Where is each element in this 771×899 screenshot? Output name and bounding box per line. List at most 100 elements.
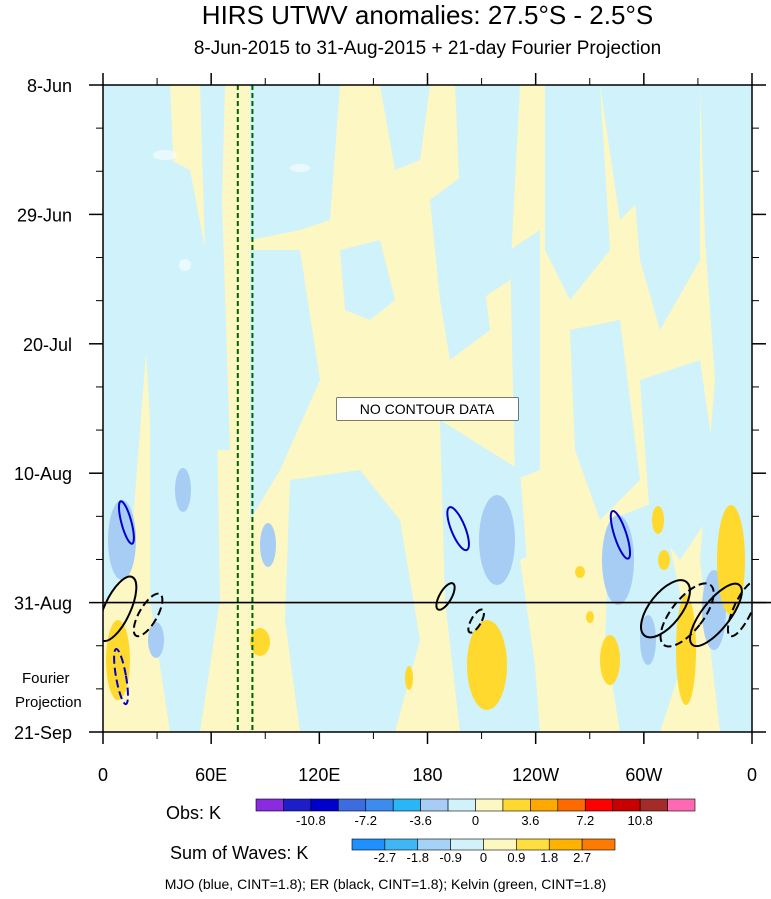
mjo-contour (117, 500, 135, 545)
y-tick-label: 31-Aug (14, 594, 72, 614)
obs-colorbar-swatch (447, 798, 476, 812)
obs-colorbar-swatch (255, 798, 284, 812)
moderate-negative-anomaly (260, 523, 276, 567)
obs-colorbar-swatch (639, 798, 668, 812)
negative-anomaly-region (150, 150, 220, 732)
obs-colorbar-tick-label: -7.2 (355, 813, 377, 828)
sum-colorbar-swatch (351, 838, 386, 851)
positive-anomaly-region (362, 420, 390, 480)
negative-anomaly-region (510, 230, 540, 480)
moderate-negative-anomaly (479, 495, 515, 585)
obs-colorbar-tick-label: -3.6 (409, 813, 431, 828)
moderate-negative-anomaly (148, 622, 164, 658)
obs-colorbar-swatch (420, 798, 449, 812)
sum-colorbar-swatch (581, 838, 616, 851)
moderate-negative-anomaly (640, 615, 656, 665)
er-contour (689, 582, 743, 648)
negative-anomaly-region (545, 85, 610, 300)
positive-anomaly-blob (405, 666, 413, 690)
moderate-negative-anomaly (175, 468, 191, 512)
positive-anomaly-blob (586, 611, 594, 623)
chart-subtitle: 8-Jun-2015 to 31-Aug-2015 + 21-day Fouri… (193, 38, 662, 59)
x-tick-label: 180 (412, 765, 442, 785)
colorbars: -10.8 -7.2 -3.6 0 3.6 7.2 10.8 -2.7 -1.8 -0.9 0 0.9… (255, 798, 696, 865)
chart-title: HIRS UTWV anomalies: 27.5°S - 2.5°S (201, 0, 654, 30)
y-tick-label: 29-Jun (17, 205, 72, 225)
sum-colorbar-tick-label: 0.9 (507, 850, 525, 865)
plot-area (103, 69, 752, 732)
positive-anomaly-region (230, 85, 250, 732)
obs-colorbar-swatch (475, 798, 504, 812)
sum-colorbar-swatch (450, 838, 484, 851)
sum-colorbar-tick-label: -2.7 (374, 850, 396, 865)
positive-anomaly-blob (250, 628, 270, 656)
positive-anomaly-blob (652, 506, 664, 534)
sum-colorbar-swatch (417, 838, 451, 851)
projection-label-line1: Fourier (22, 670, 70, 687)
sum-colorbar-swatch (548, 838, 583, 851)
projection-label-line2: Projection (15, 694, 82, 711)
sum-colorbar-tick-label: -1.8 (407, 850, 429, 865)
positive-anomaly-blob (106, 620, 130, 700)
negative-anomaly-region (570, 320, 640, 520)
sum-colorbar-tick-label: 1.8 (540, 850, 558, 865)
obs-colorbar-swatch (557, 798, 586, 812)
negative-anomaly-region (103, 85, 150, 600)
sum-colorbar-label: Sum of Waves: K (170, 843, 309, 863)
mjo-contour (609, 509, 632, 560)
obs-colorbar-swatch (338, 798, 367, 812)
obs-colorbar-swatch (310, 798, 339, 812)
sum-colorbar-swatch (516, 838, 550, 851)
er-contour (132, 592, 164, 638)
x-tick-label: 60E (195, 765, 227, 785)
obs-colorbar-label: Obs: K (166, 803, 222, 823)
moderate-negative-anomaly (602, 515, 634, 605)
negative-anomaly-region (240, 85, 340, 240)
negative-anomaly-region (625, 85, 700, 330)
x-tick-label: 120W (512, 765, 559, 785)
obs-colorbar-swatch (283, 798, 312, 812)
obs-colorbar-tick-label: 0 (472, 813, 479, 828)
axis-labels: 8-Jun 29-Jun 20-Jul 10-Aug 31-Aug 21-Sep 0 60E 1… (14, 76, 757, 785)
er-contour (726, 580, 752, 638)
positive-anomaly-region (520, 540, 570, 700)
y-tick-label: 10-Aug (14, 464, 72, 484)
footer-note: MJO (blue, CINT=1.8); ER (black, CINT=1.… (164, 876, 607, 892)
moderate-negative-anomaly (108, 500, 136, 580)
obs-colorbar-tick-label: 10.8 (627, 813, 652, 828)
positive-anomaly-blob (575, 566, 585, 578)
obs-colorbar-swatch (612, 798, 641, 812)
positive-anomaly-blob (600, 635, 620, 685)
sum-colorbar-swatch (384, 838, 419, 851)
obs-colorbar-swatch (530, 798, 559, 812)
no-contour-data-bg (337, 398, 518, 420)
sum-colorbar-tick-label: 0 (480, 850, 487, 865)
obs-colorbar-swatch (667, 798, 696, 812)
y-tick-label: 21-Sep (14, 723, 72, 743)
mjo-contour (113, 647, 129, 706)
y-tick-label: 8-Jun (27, 76, 72, 96)
er-contour (435, 582, 456, 611)
positive-anomaly-blob (658, 550, 670, 570)
obs-colorbar-swatch (502, 798, 531, 812)
obs-colorbar-swatch (584, 798, 613, 812)
obs-colorbar-tick-label: -10.8 (296, 813, 326, 828)
neutral-patch (129, 69, 131, 71)
positive-anomaly-blob (676, 595, 696, 705)
positive-anomaly-blob (467, 620, 507, 710)
obs-colorbar-tick-label: 7.2 (576, 813, 594, 828)
negative-anomaly-region (380, 85, 430, 170)
er-contour (640, 579, 691, 639)
no-contour-data-label: NO CONTOUR DATA (360, 401, 495, 417)
neutral-patch (290, 164, 310, 172)
negative-anomaly-region (340, 240, 395, 320)
x-tick-label: 0 (98, 765, 108, 785)
sum-colorbar-swatch (483, 838, 517, 851)
neutral-patch (179, 259, 191, 271)
mjo-contour (446, 506, 470, 552)
sum-colorbar-tick-label: -0.9 (439, 850, 461, 865)
negative-anomaly-region (235, 250, 320, 520)
neutral-patch (153, 150, 177, 160)
sum-colorbar-tick-label: 2.7 (573, 850, 591, 865)
